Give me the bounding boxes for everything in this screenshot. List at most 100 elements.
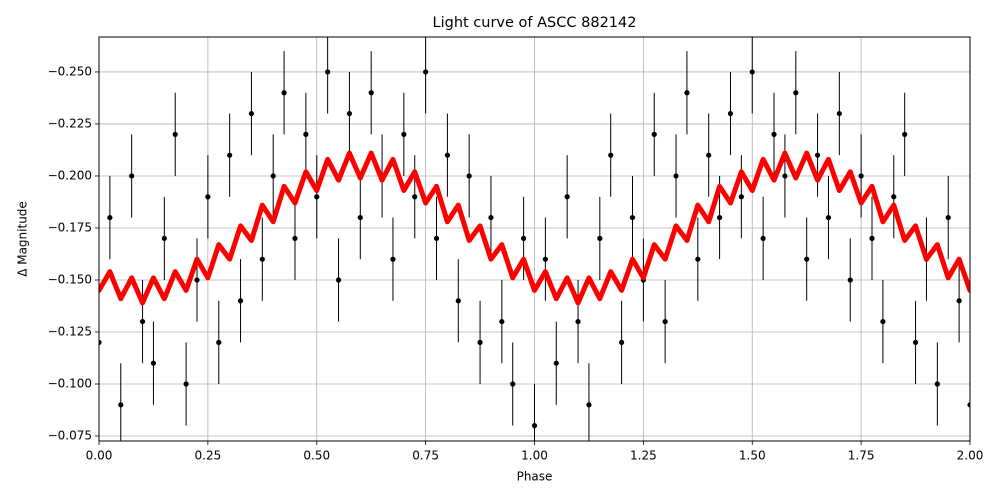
data-point (793, 90, 799, 96)
data-point (629, 214, 636, 221)
y-tick-label: −0.250 (48, 64, 92, 78)
data-point (499, 318, 505, 325)
data-point (99, 339, 102, 345)
data-point (945, 214, 951, 221)
data-point (412, 194, 418, 200)
data-point (651, 131, 657, 137)
data-point (216, 339, 222, 345)
data-point (847, 277, 853, 283)
plot-area (99, 37, 970, 441)
data-point (902, 131, 908, 137)
data-point (575, 318, 581, 325)
y-tick-label: −0.200 (48, 168, 92, 182)
axes: 0.00 0.25 0.50 0.75 1.00 1.25 1.50 1.75 2.00 −0.2… (48, 36, 984, 463)
data-point (488, 214, 494, 221)
data-point (161, 235, 167, 241)
data-point (564, 194, 570, 200)
data-point (335, 277, 342, 283)
data-point (869, 235, 875, 241)
data-point (934, 381, 940, 387)
x-tick-label: 1.50 (739, 449, 766, 463)
data-point (401, 131, 407, 137)
data-point (619, 339, 625, 345)
data-point (597, 235, 603, 241)
x-tick-label: 1.25 (630, 449, 657, 463)
data-point (956, 298, 962, 304)
data-point (771, 131, 777, 137)
model-line (99, 150, 970, 306)
data-point (325, 69, 331, 75)
data-point (314, 194, 320, 200)
data-point (716, 214, 723, 221)
data-point (912, 339, 919, 345)
y-tick-label: −0.225 (48, 116, 92, 130)
x-tick-label: 1.75 (848, 449, 875, 463)
data-point (880, 318, 886, 325)
data-point (553, 360, 559, 366)
plot-frame (98, 36, 971, 442)
data-point (760, 235, 766, 241)
data-point (433, 235, 440, 241)
data-point (237, 298, 244, 304)
data-point (804, 256, 810, 262)
data-point (727, 110, 734, 117)
data-point (749, 69, 755, 75)
data-point (346, 110, 353, 117)
data-point (303, 131, 309, 137)
data-point (542, 256, 548, 262)
data-point (423, 69, 429, 75)
data-point (390, 256, 396, 262)
data-point (129, 173, 135, 179)
data-point (673, 173, 679, 179)
y-tick-label: −0.150 (48, 272, 92, 286)
data-point (183, 381, 189, 387)
y-tick-label: −0.075 (48, 429, 92, 443)
data-point (858, 173, 864, 179)
x-tick-label: 0.00 (86, 449, 113, 463)
x-tick-label: 0.25 (195, 449, 222, 463)
data-point (684, 90, 690, 96)
data-point (891, 194, 897, 200)
data-point (368, 90, 374, 96)
data-point (825, 214, 832, 221)
data-point (357, 214, 363, 221)
data-point (706, 152, 712, 158)
data-point (194, 277, 200, 283)
y-tick-label: −0.125 (48, 324, 92, 338)
x-tick-label: 0.75 (412, 449, 439, 463)
y-tick-label: −0.175 (48, 220, 92, 234)
data-point (836, 110, 842, 117)
data-point (107, 214, 113, 221)
data-point (227, 152, 233, 158)
data-point (967, 402, 970, 408)
data-point (521, 235, 527, 241)
x-tick-label: 2.00 (957, 449, 984, 463)
data-point (118, 402, 124, 408)
data-point (531, 423, 538, 429)
data-point (695, 256, 701, 262)
data-point (205, 194, 211, 200)
data-point (292, 235, 298, 241)
y-tick-label: −0.100 (48, 376, 92, 390)
data-point (455, 298, 461, 304)
y-axis-label: Δ Magnitude (16, 201, 30, 277)
data-point (270, 173, 276, 179)
data-point (259, 256, 265, 262)
data-point (608, 152, 614, 158)
data-point (139, 318, 146, 325)
x-tick-label: 0.50 (303, 449, 330, 463)
data-point (444, 152, 450, 158)
data-point (172, 131, 178, 137)
x-axis-label: Phase (517, 470, 553, 484)
data-point (738, 194, 744, 200)
data-point (477, 339, 483, 345)
data-point (814, 152, 821, 158)
chart-title: Light curve of ASCC 882142 (433, 15, 637, 31)
data-point (248, 110, 255, 117)
data-point (150, 360, 157, 366)
data-point (662, 318, 668, 325)
data-point (466, 173, 472, 179)
data-point (586, 402, 592, 408)
data-point (510, 381, 516, 387)
